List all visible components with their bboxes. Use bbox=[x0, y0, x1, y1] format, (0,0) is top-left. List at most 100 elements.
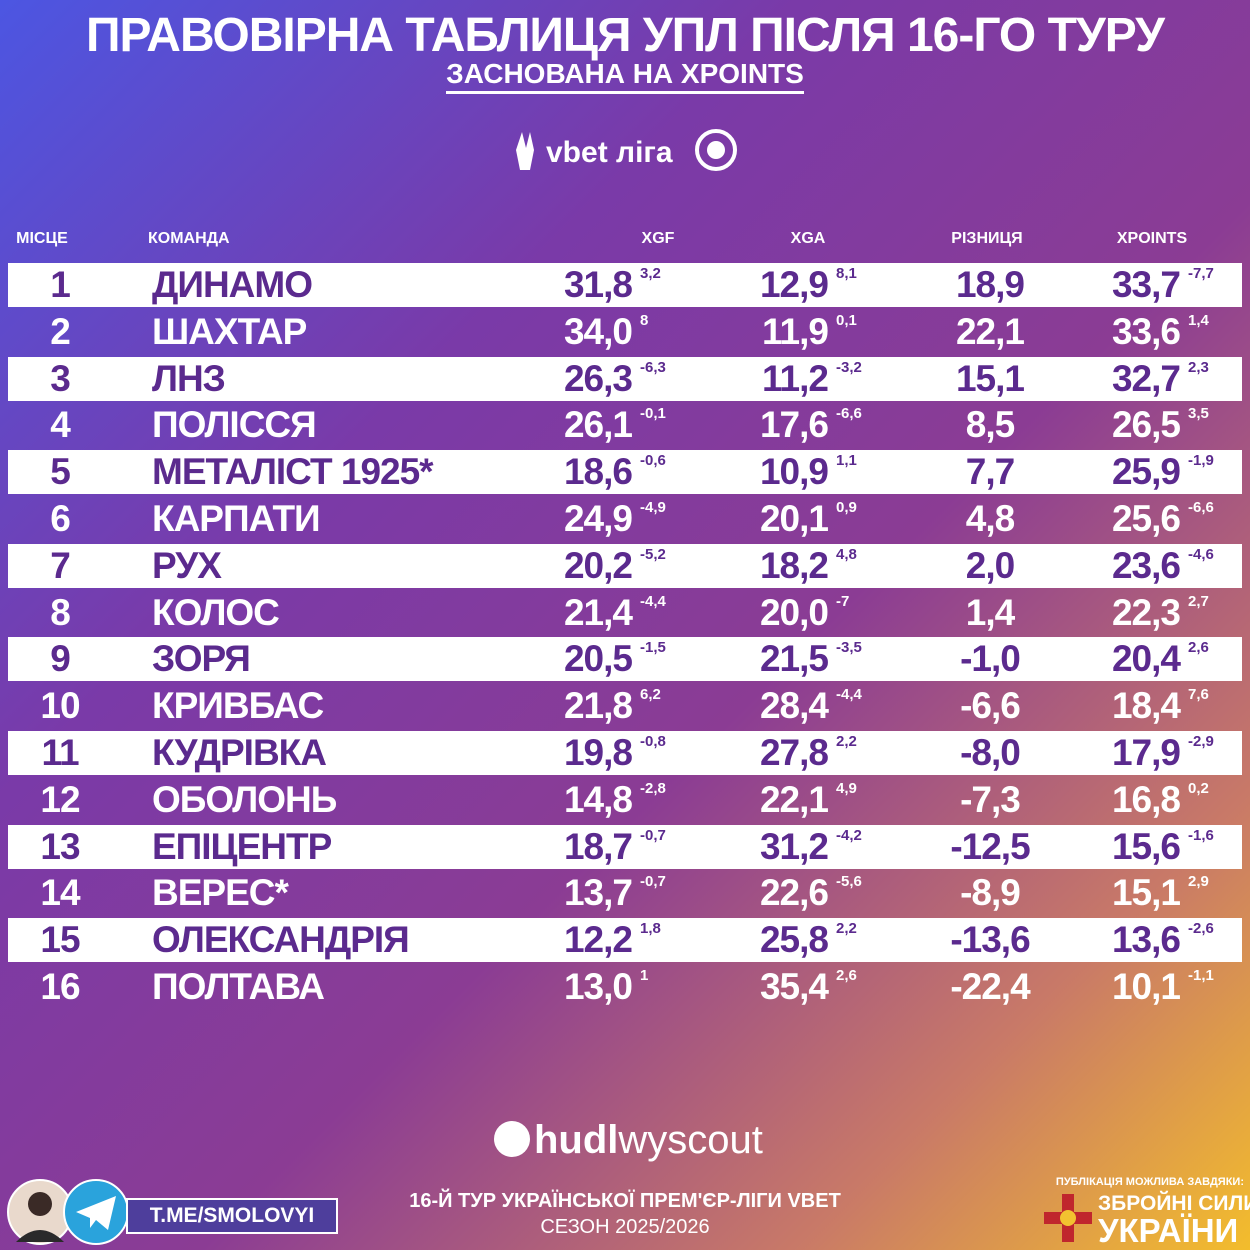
xgf: 31,8 bbox=[563, 264, 633, 305]
xga: 20,0 bbox=[759, 591, 829, 633]
xpoints: 10,1 bbox=[1111, 966, 1181, 1007]
xga: 22,1 bbox=[759, 778, 829, 820]
xgf: 14,8 bbox=[563, 778, 633, 820]
place: 3 bbox=[50, 357, 71, 399]
xpoints-delta: -1,1 bbox=[1188, 967, 1214, 984]
xpoints: 23,6 bbox=[1111, 544, 1181, 586]
team: ПОЛТАВА bbox=[152, 966, 325, 1007]
xgf-delta: -4,9 bbox=[640, 499, 666, 516]
goal-diff: -7,3 bbox=[960, 778, 1021, 820]
xpoints: 25,9 bbox=[1111, 451, 1181, 493]
xga: 18,2 bbox=[759, 544, 829, 586]
subtitle-text: ЗАСНОВАНА НА XPOINTS bbox=[446, 58, 804, 94]
xpoints: 25,6 bbox=[1111, 498, 1181, 539]
column-header: МІСЦЕ bbox=[16, 230, 68, 247]
xpoints: 17,9 bbox=[1111, 732, 1181, 773]
row-background bbox=[8, 731, 1242, 775]
xga: 12,9 bbox=[759, 264, 829, 305]
sponsor-2: УКРАЇНИ bbox=[1098, 1212, 1239, 1249]
place: 5 bbox=[50, 451, 71, 493]
team: ЗОРЯ bbox=[152, 638, 251, 680]
column-header: РІЗНИЦЯ bbox=[951, 230, 1023, 247]
place: 8 bbox=[50, 591, 71, 633]
xga-delta: -5,6 bbox=[836, 873, 862, 891]
xga-delta: -7 bbox=[836, 592, 850, 610]
xpoints-delta: 0,2 bbox=[1188, 779, 1209, 797]
xgf: 26,3 bbox=[563, 357, 633, 399]
xga: 22,6 bbox=[759, 872, 829, 914]
xpoints-delta: 2,6 bbox=[1188, 639, 1209, 657]
xpoints: 26,5 bbox=[1111, 404, 1181, 446]
team: ЕПІЦЕНТР bbox=[152, 825, 332, 867]
column-header: XGF bbox=[641, 230, 675, 247]
title: ПРАВОВІРНА ТАБЛИЦЯ УПЛ ПІСЛЯ 16-ГО ТУРУ bbox=[85, 9, 1165, 62]
xga: 31,2 bbox=[759, 825, 829, 867]
goal-diff: 1,4 bbox=[965, 591, 1015, 633]
goal-diff: 18,9 bbox=[955, 264, 1025, 305]
league-logo: vbet ліга bbox=[546, 136, 673, 169]
subtitle: ЗАСНОВАНА НА XPOINTS bbox=[0, 58, 1250, 94]
xgf: 20,5 bbox=[563, 638, 633, 680]
team: ПОЛІССЯ bbox=[152, 404, 317, 446]
xgf-delta: -5,2 bbox=[640, 545, 666, 563]
xgf: 26,1 bbox=[563, 404, 633, 446]
xga-delta: 0,1 bbox=[836, 311, 857, 329]
goal-diff: 7,7 bbox=[965, 451, 1015, 493]
hudl-logo: hudlwyscout bbox=[494, 1118, 763, 1163]
xga: 17,6 bbox=[759, 404, 829, 446]
xga-delta: 2,6 bbox=[836, 967, 857, 984]
column-header: XGA bbox=[790, 230, 826, 247]
sponsor-emblem bbox=[1044, 1194, 1092, 1242]
row-background bbox=[8, 356, 1242, 401]
goal-diff: 4,8 bbox=[965, 498, 1015, 539]
league-icon bbox=[516, 132, 534, 170]
goal-diff: -1,0 bbox=[960, 638, 1021, 680]
xga-delta: -4,2 bbox=[836, 826, 862, 844]
xga-delta: -4,4 bbox=[836, 686, 862, 704]
author-icons bbox=[7, 1179, 129, 1245]
sponsor-1: ЗБРОЙНІ СИЛИ bbox=[1098, 1192, 1250, 1215]
row-background bbox=[8, 918, 1242, 963]
xgf-delta: -1,5 bbox=[640, 639, 666, 657]
xpoints: 15,1 bbox=[1111, 872, 1181, 914]
xgf: 18,7 bbox=[563, 825, 633, 867]
footer-line2: СЕЗОН 2025/2026 bbox=[540, 1216, 710, 1238]
xga-delta: 2,2 bbox=[836, 920, 857, 938]
xgf: 21,4 bbox=[563, 591, 633, 633]
xpoints-delta: 7,6 bbox=[1188, 686, 1209, 704]
xpoints: 18,4 bbox=[1111, 685, 1181, 727]
xga: 20,1 bbox=[759, 498, 829, 539]
hudl-icon bbox=[494, 1121, 530, 1157]
xga: 27,8 bbox=[759, 732, 829, 773]
goal-diff: -22,4 bbox=[950, 966, 1030, 1007]
xgf-delta: 8 bbox=[640, 311, 649, 329]
team: ОБОЛОНЬ bbox=[152, 778, 337, 820]
xgf-delta: -2,8 bbox=[640, 779, 666, 797]
xgf-delta: -0,7 bbox=[640, 873, 666, 891]
team: ОЛЕКСАНДРІЯ bbox=[152, 919, 410, 961]
team: МЕТАЛІСТ 1925* bbox=[152, 451, 434, 493]
goal-diff: -13,6 bbox=[950, 919, 1030, 961]
xga-delta: 2,2 bbox=[836, 733, 857, 750]
xga-delta: 0,9 bbox=[836, 499, 857, 516]
footer-line1: 16-Й ТУР УКРАЇНСЬКОЇ ПРЕМ'ЄР-ЛІГИ VBET bbox=[409, 1190, 841, 1212]
place: 4 bbox=[50, 404, 71, 446]
row-background bbox=[8, 637, 1242, 682]
telegram-link[interactable]: T.ME/SMOLOVYI bbox=[126, 1198, 338, 1234]
team: ВЕРЕС* bbox=[152, 872, 289, 914]
xga: 11,9 bbox=[762, 310, 829, 352]
xga-delta: -3,5 bbox=[836, 639, 862, 657]
xpoints-delta: -1,6 bbox=[1188, 826, 1214, 844]
xpoints: 32,7 bbox=[1111, 357, 1181, 399]
xgf: 24,9 bbox=[563, 498, 633, 539]
place: 14 bbox=[40, 872, 80, 914]
goal-diff: -6,6 bbox=[960, 685, 1021, 727]
xga: 21,5 bbox=[759, 638, 829, 680]
xga: 10,9 bbox=[759, 451, 829, 493]
hudl-text: hudl bbox=[534, 1118, 619, 1162]
xga-delta: 1,1 bbox=[836, 452, 857, 470]
place: 11 bbox=[41, 732, 79, 773]
place: 9 bbox=[50, 638, 71, 680]
place: 12 bbox=[40, 778, 80, 820]
xpoints-delta: -7,7 bbox=[1188, 265, 1214, 282]
